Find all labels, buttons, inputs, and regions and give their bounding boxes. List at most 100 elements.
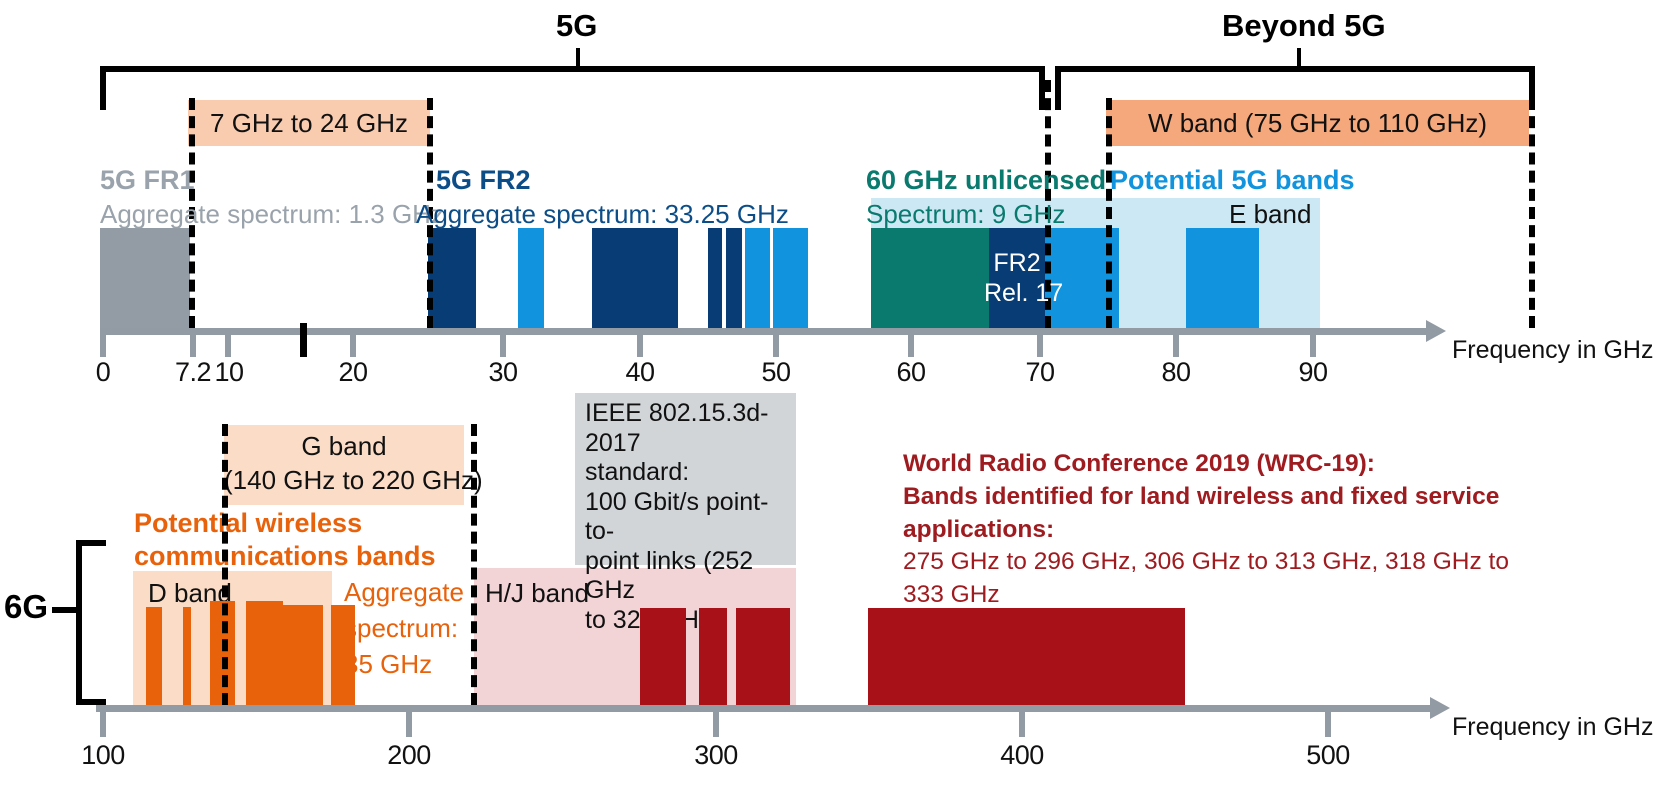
top-ticklabel-20: 20 bbox=[338, 357, 368, 387]
ieee-line-4: point links (252 GHz bbox=[585, 546, 754, 605]
bracket-6g-top-arm bbox=[76, 540, 106, 546]
dashed-7.2ghz bbox=[189, 98, 195, 328]
span-g-band bbox=[224, 425, 464, 505]
bar-6g-orange-6 bbox=[331, 605, 355, 705]
bottom-ticklabel-300: 300 bbox=[694, 740, 738, 770]
bar-e-band bbox=[1186, 228, 1259, 328]
top-axis-line bbox=[100, 328, 1426, 335]
bar-fr2-rel17 bbox=[989, 228, 1045, 328]
bottom-ticklabel-200: 200 bbox=[387, 740, 431, 770]
wrc-line-3: 275 GHz to 296 GHz, 306 GHz to 313 GHz, … bbox=[903, 548, 1509, 609]
top-ticklabel-0: 0 bbox=[95, 357, 111, 387]
ieee-line-3: 100 Gbit/s point-to- bbox=[585, 487, 769, 546]
span-7-24ghz bbox=[188, 100, 430, 146]
span-w-band bbox=[1106, 100, 1529, 146]
bar-fr2-n258 bbox=[518, 228, 544, 328]
bar-60ghz-unlicensed bbox=[871, 228, 989, 328]
dashed-right-edge bbox=[1529, 98, 1535, 328]
label-potential-wireless-line1: Potential wireless bbox=[134, 508, 363, 538]
label-60ghz-unlicensed-sub: Spectrum: 9 GHz bbox=[866, 199, 1066, 229]
bracket-6g-bottom-arm bbox=[76, 699, 106, 705]
bracket-6g-vertical bbox=[76, 540, 82, 705]
top-ticklabel-80: 80 bbox=[1161, 357, 1191, 387]
top-tick-50 bbox=[773, 335, 779, 357]
bar-6g-orange-5 bbox=[283, 605, 323, 705]
top-ticklabel-90: 90 bbox=[1298, 357, 1328, 387]
dashed-220ghz bbox=[471, 424, 477, 705]
label-5g-fr2-title: 5G FR2 bbox=[436, 165, 531, 195]
bottom-tick-100 bbox=[100, 712, 106, 737]
dashed-71ghz bbox=[1045, 80, 1051, 328]
bottom-ticklabel-400: 400 bbox=[1000, 740, 1044, 770]
bottom-axis-line bbox=[96, 705, 1430, 712]
bottom-tick-400 bbox=[1019, 712, 1025, 737]
top-ticklabel-30: 30 bbox=[488, 357, 518, 387]
label-fr2-rel17-line1: FR2 bbox=[993, 249, 1041, 277]
bottom-tick-500 bbox=[1325, 712, 1331, 737]
bracket-5g-left bbox=[100, 66, 106, 110]
top-tick-10 bbox=[225, 335, 231, 357]
top-tick-7.2 bbox=[190, 335, 196, 357]
label-g-band-line2: (140 GHz to 220 GHz) bbox=[224, 465, 483, 495]
bracket-5g-top bbox=[100, 66, 1045, 72]
top-ticklabel-10: 10 bbox=[214, 357, 244, 387]
bar-fr2-n261b bbox=[726, 228, 742, 328]
label-e-band: E band bbox=[1229, 199, 1312, 229]
label-7-24ghz: 7 GHz to 24 GHz bbox=[210, 108, 408, 138]
top-ticklabel-7.2: 7.2 bbox=[174, 357, 212, 387]
bracket-6g-stem bbox=[52, 607, 80, 613]
bottom-axis-arrow-icon bbox=[1430, 697, 1450, 719]
label-5g-fr2-sub: Aggregate spectrum: 33.25 GHz bbox=[416, 199, 789, 229]
bottom-tick-200 bbox=[406, 712, 412, 737]
bar-fr2-n257 bbox=[428, 228, 476, 328]
label-aggregate-line2: spectrum: bbox=[344, 613, 459, 643]
bar-6g-orange-2 bbox=[183, 607, 191, 705]
bracket-beyond5g-left bbox=[1055, 66, 1061, 110]
top-ticklabel-60: 60 bbox=[896, 357, 926, 387]
bracket-5g-stem bbox=[576, 48, 580, 70]
top-ticklabel-40: 40 bbox=[625, 357, 655, 387]
label-5g-fr1-title: 5G FR1 bbox=[100, 165, 195, 195]
top-tick-40 bbox=[637, 335, 643, 357]
label-w-band: W band (75 GHz to 110 GHz) bbox=[1147, 108, 1488, 138]
bar-6g-orange-4 bbox=[246, 601, 283, 705]
top-tick-90 bbox=[1310, 335, 1316, 357]
bracket-5g-right bbox=[1039, 66, 1045, 110]
bracket-beyond5g-right bbox=[1529, 66, 1535, 110]
ieee-line-1: IEEE 802.15.3d-2017 bbox=[585, 399, 769, 457]
bar-fr2-n260 bbox=[592, 228, 678, 328]
bar-fr2-extra-b bbox=[773, 228, 808, 328]
ieee-info-box: IEEE 802.15.3d-2017 standard: 100 Gbit/s… bbox=[575, 393, 796, 634]
top-axis-caption: Frequency in GHz bbox=[1452, 336, 1654, 364]
dashed-24ghz bbox=[427, 98, 433, 328]
dashed-140ghz bbox=[222, 424, 228, 705]
label-potential-5g-bands: Potential 5G bands bbox=[1110, 165, 1355, 195]
bar-wrc-318-333 bbox=[736, 608, 790, 705]
bottom-tick-300 bbox=[713, 712, 719, 737]
label-fr2-rel17-line2: Rel. 17 bbox=[984, 279, 1064, 307]
top-ticklabel-70: 70 bbox=[1025, 357, 1055, 387]
label-60ghz-unlicensed-title: 60 GHz unlicensed bbox=[866, 165, 1107, 195]
bar-wrc-306-313 bbox=[699, 608, 727, 705]
wrc-line-2: Bands identified for land wireless and f… bbox=[903, 482, 1500, 543]
bottom-ticklabel-500: 500 bbox=[1306, 740, 1350, 770]
label-hj-band: H/J band bbox=[485, 578, 590, 608]
bar-wrc-275-296 bbox=[640, 608, 686, 705]
top-ticklabel-50: 50 bbox=[761, 357, 791, 387]
bottom-ticklabel-100: 100 bbox=[81, 740, 125, 770]
bar-fr2-extra-a bbox=[745, 228, 770, 328]
header-title-5g: 5G bbox=[556, 8, 598, 43]
bracket-beyond5g-stem bbox=[1297, 48, 1301, 70]
dashed-75ghz bbox=[1106, 98, 1112, 328]
label-6g: 6G bbox=[4, 588, 49, 625]
label-aggregate-line1: Aggregate bbox=[344, 577, 464, 607]
bar-fr2-n261a bbox=[708, 228, 722, 328]
label-5g-fr1-sub: Aggregate spectrum: 1.3 GHz bbox=[100, 199, 444, 229]
header-title-beyond-5g: Beyond 5G bbox=[1222, 8, 1386, 43]
label-potential-wireless-line2: communications bands bbox=[134, 541, 436, 571]
label-aggregate-line3: 35 GHz bbox=[344, 649, 433, 679]
top-tick-0 bbox=[100, 335, 106, 357]
label-g-band-line1: G band bbox=[301, 431, 387, 461]
bar-6g-orange-1 bbox=[146, 607, 162, 705]
